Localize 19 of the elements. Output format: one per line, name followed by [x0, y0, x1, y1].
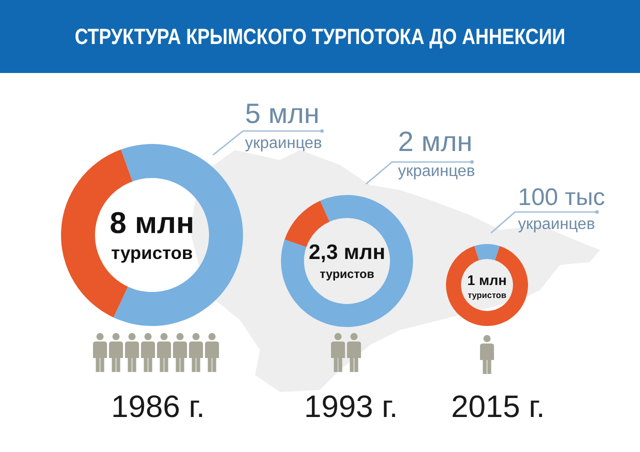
text: 1986 г. — [111, 389, 205, 424]
slice-label: украинцев — [518, 216, 595, 233]
data-label: 100 тыс — [518, 184, 605, 211]
text: туристов — [111, 243, 193, 263]
donut-slice — [474, 244, 500, 260]
text: туристов — [468, 290, 506, 300]
text: 8 млн — [110, 207, 194, 240]
text: туристов — [320, 267, 374, 281]
slice-label: украинцев — [398, 163, 475, 180]
text: 2,3 млн — [308, 241, 386, 264]
slice-label: украинцев — [245, 135, 322, 152]
chart-title: СТРУКТУРА КРЫМСКОГО ТУРПОТОКА ДО АННЕКСИИ — [74, 26, 566, 50]
donut-slice — [281, 195, 413, 327]
text: 1 млн — [467, 272, 507, 288]
data-label: 2 млн — [398, 126, 472, 157]
donut-slice — [446, 246, 528, 326]
data-label: 5 млн — [245, 98, 320, 129]
text: 1993 г. — [304, 389, 398, 424]
text: 2015 г. — [451, 389, 545, 424]
